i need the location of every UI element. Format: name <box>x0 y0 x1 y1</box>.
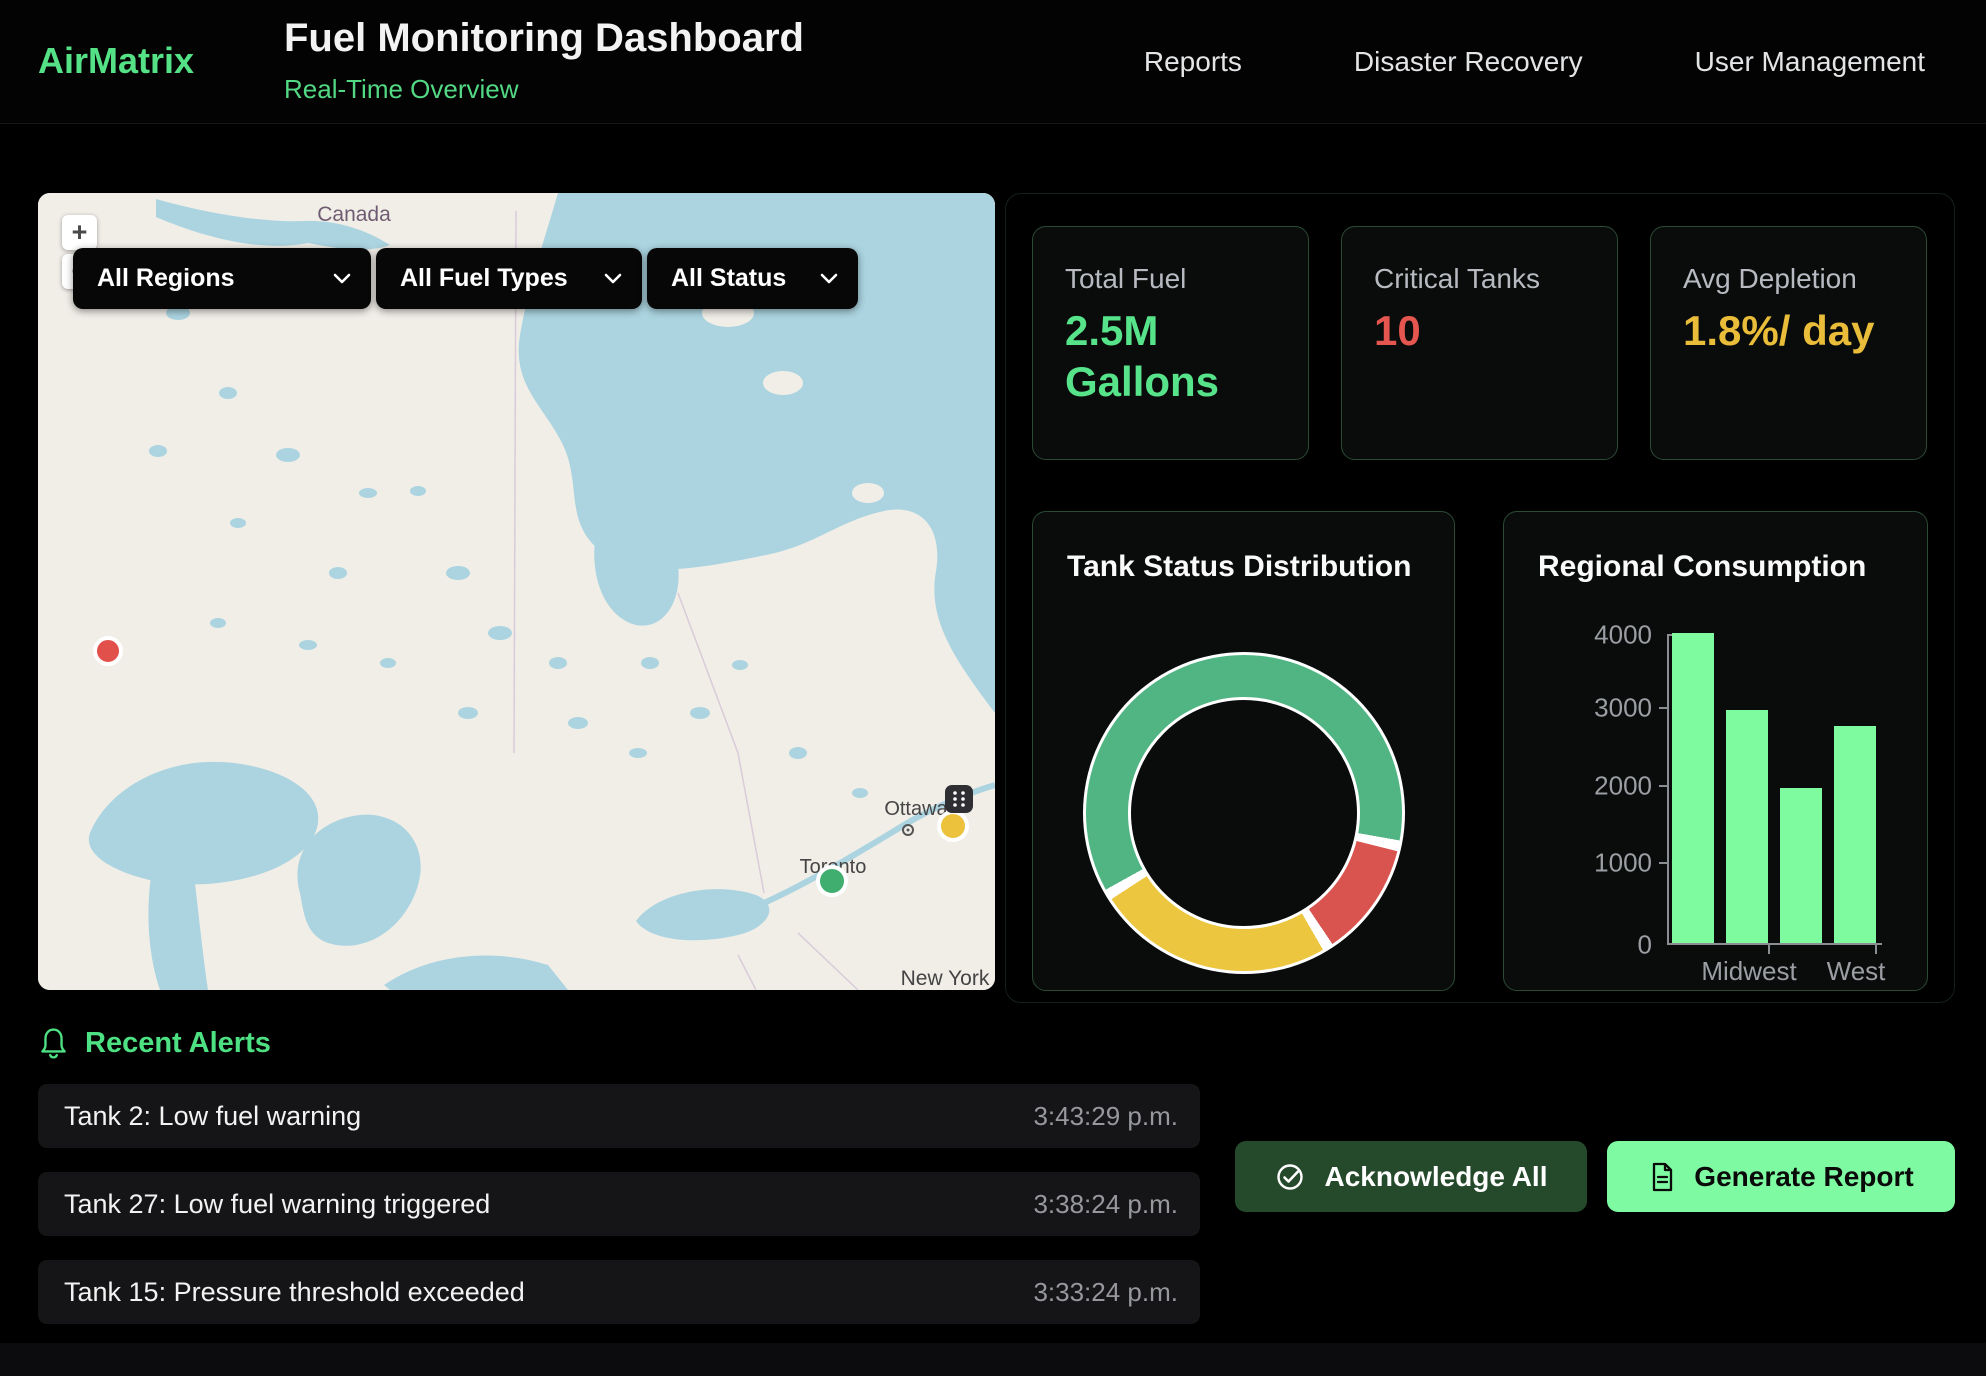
alert-timestamp: 3:38:24 p.m. <box>1033 1188 1178 1219</box>
alert-message: Tank 15: Pressure threshold exceeded <box>64 1276 525 1307</box>
ottawa-city-dot <box>902 824 914 836</box>
bar-region-3 <box>1780 788 1822 943</box>
bar-region-4 <box>1834 726 1876 943</box>
check-circle-icon <box>1277 1163 1304 1190</box>
x-label-midwest: Midwest <box>1701 956 1797 986</box>
total-fuel-card: Total Fuel 2.5M Gallons <box>1032 226 1309 460</box>
tank-status-card: Tank Status Distribution <box>1032 511 1455 991</box>
chevron-down-icon <box>333 273 351 284</box>
bell-icon <box>41 1028 66 1059</box>
alert-message: Tank 2: Low fuel warning <box>64 1100 362 1131</box>
ottawa-city-dot-center <box>906 828 910 832</box>
map-filter-bar: All Regions All Fuel Types All Status <box>73 248 858 309</box>
alert-row[interactable]: Tank 2: Low fuel warning 3:43:29 p.m. <box>38 1084 1200 1148</box>
regions-filter-dropdown[interactable]: All Regions <box>73 248 371 309</box>
x-label-west: West <box>1826 956 1886 986</box>
regions-filter-value: All Regions <box>97 264 235 292</box>
fuel-types-filter-value: All Fuel Types <box>400 264 568 292</box>
acknowledge-all-label: Acknowledge All <box>1324 1160 1548 1192</box>
y-tick-2000: 2000 <box>1594 770 1652 801</box>
tank-status-title: Tank Status Distribution <box>1067 550 1412 583</box>
nav-user-management[interactable]: User Management <box>1694 46 1925 77</box>
y-tick-4000: 4000 <box>1594 619 1652 650</box>
map-canvas: Canada Ottawa Toronto New York <box>38 193 995 990</box>
alert-message: Tank 27: Low fuel warning triggered <box>64 1188 491 1219</box>
tank-status-donut-chart <box>1083 652 1405 974</box>
chevron-down-icon <box>604 273 622 284</box>
fuel-types-filter-dropdown[interactable]: All Fuel Types <box>376 248 642 309</box>
critical-tanks-card: Critical Tanks 10 <box>1341 226 1618 460</box>
recent-alerts-title: Recent Alerts <box>85 1026 271 1059</box>
regional-consumption-title: Regional Consumption <box>1538 550 1867 583</box>
tank-marker-critical[interactable] <box>93 636 123 666</box>
alert-row[interactable]: Tank 27: Low fuel warning triggered 3:38… <box>38 1172 1200 1236</box>
total-fuel-label: Total Fuel <box>1065 263 1187 294</box>
y-tick-0: 0 <box>1637 929 1652 960</box>
document-icon <box>1653 1162 1673 1191</box>
footer-band <box>0 1343 1986 1376</box>
chevron-down-icon <box>820 273 838 284</box>
alert-timestamp: 3:43:29 p.m. <box>1033 1100 1178 1131</box>
brand-logo: AirMatrix <box>38 40 195 81</box>
alert-timestamp: 3:33:24 p.m. <box>1033 1276 1178 1307</box>
map-label-country: Canada <box>317 203 391 226</box>
status-filter-dropdown[interactable]: All Status <box>647 248 858 309</box>
critical-tanks-label: Critical Tanks <box>1374 263 1540 294</box>
generate-report-label: Generate Report <box>1694 1160 1914 1192</box>
top-nav: Reports Disaster Recovery User Managemen… <box>1144 0 1925 124</box>
critical-tanks-value: 10 <box>1374 307 1421 354</box>
bar-region-1 <box>1672 633 1714 943</box>
map-resize-handle-icon[interactable] <box>945 785 973 813</box>
nav-reports[interactable]: Reports <box>1143 46 1242 77</box>
page-title: Fuel Monitoring Dashboard <box>284 16 804 60</box>
tank-marker-warning[interactable] <box>937 810 969 842</box>
avg-depletion-card: Avg Depletion 1.8%/ day <box>1650 226 1927 460</box>
avg-depletion-value: 1.8%/ day <box>1683 307 1875 354</box>
recent-alerts-header: Recent Alerts <box>38 1026 271 1060</box>
tank-marker-normal[interactable] <box>816 865 848 897</box>
alert-row[interactable]: Tank 15: Pressure threshold exceeded 3:3… <box>38 1260 1200 1324</box>
avg-depletion-label: Avg Depletion <box>1683 263 1857 294</box>
total-fuel-value: 2.5M Gallons <box>1065 307 1220 406</box>
map-label-ottawa: Ottawa <box>884 798 948 820</box>
status-filter-value: All Status <box>671 264 787 292</box>
page-subtitle: Real-Time Overview <box>284 74 519 104</box>
fuel-map[interactable]: Canada Ottawa Toronto New York + − All R… <box>38 193 995 990</box>
bar-region-2 <box>1726 710 1768 943</box>
metrics-panel: Total Fuel 2.5M Gallons Critical Tanks 1… <box>1005 193 1955 1003</box>
map-zoom-in-button[interactable]: + <box>62 215 97 250</box>
regional-consumption-card: Regional Consumption 4000 3000 2000 1000… <box>1503 511 1928 991</box>
regional-consumption-bar-chart <box>1667 633 1882 945</box>
map-label-new-york: New York <box>901 967 990 990</box>
acknowledge-all-button[interactable]: Acknowledge All <box>1235 1141 1587 1212</box>
y-tick-3000: 3000 <box>1594 692 1652 723</box>
y-tick-1000: 1000 <box>1594 847 1652 878</box>
app-header: AirMatrix Fuel Monitoring Dashboard Real… <box>0 0 1986 124</box>
nav-disaster-recovery[interactable]: Disaster Recovery <box>1353 46 1583 77</box>
generate-report-button[interactable]: Generate Report <box>1607 1141 1955 1212</box>
